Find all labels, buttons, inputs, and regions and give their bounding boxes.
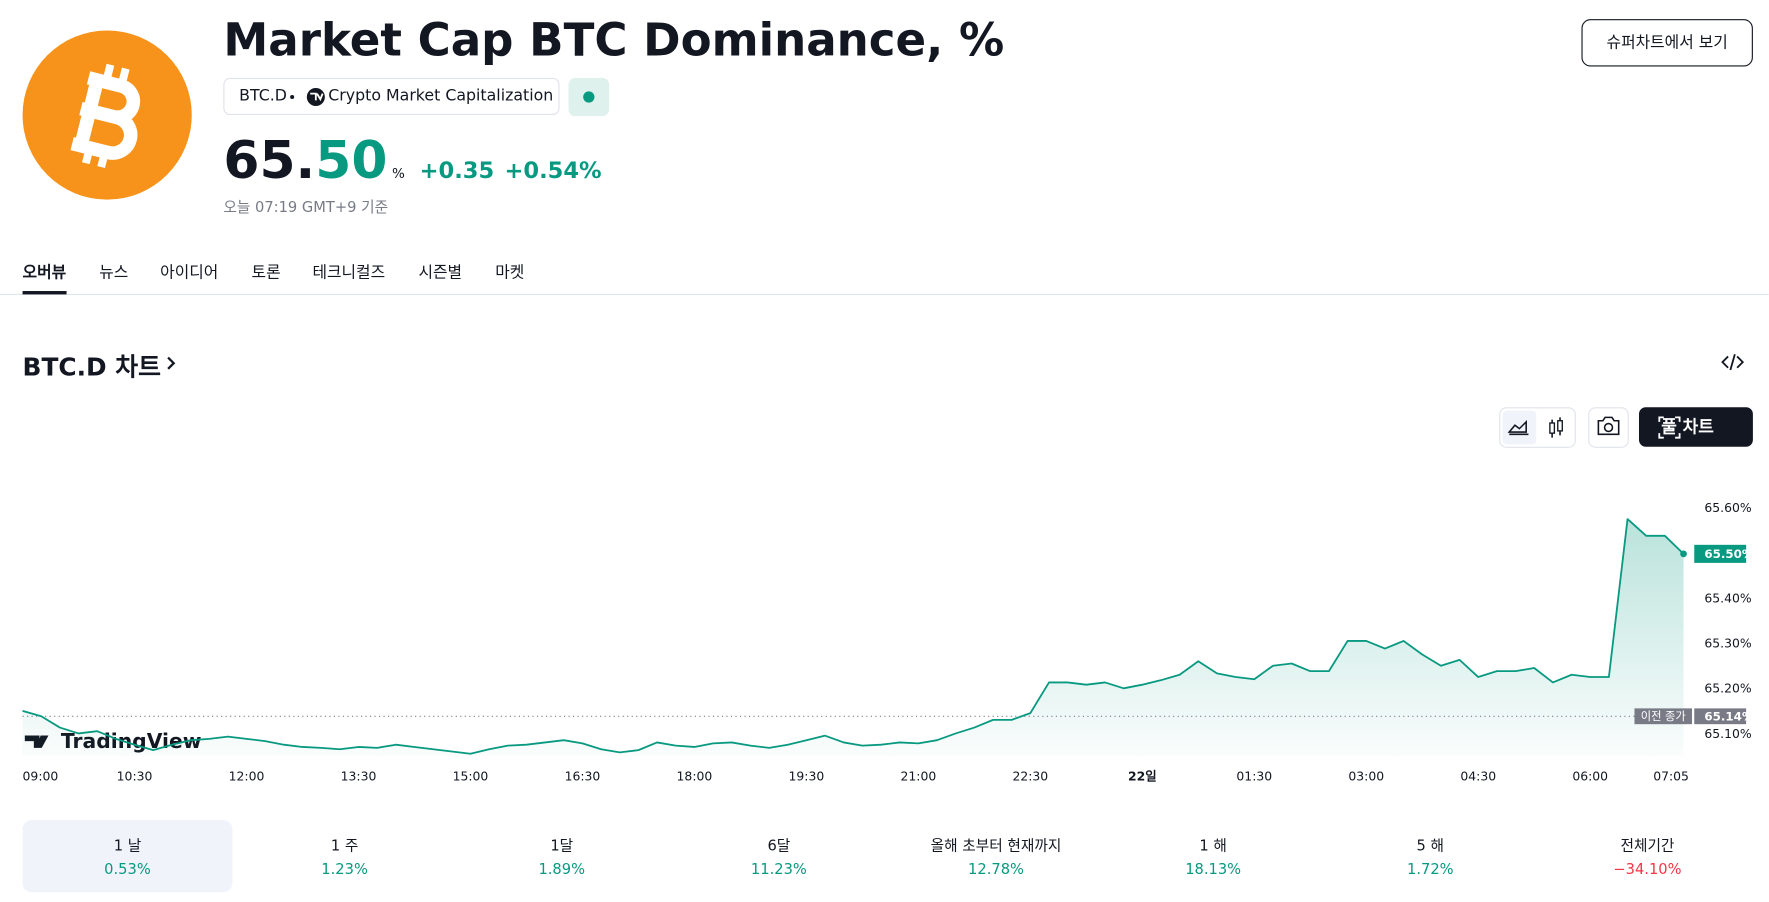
previous-close-label: 65.14% (1704, 709, 1753, 723)
x-tick-label: 07:05 (1653, 769, 1689, 784)
candle-body (1549, 422, 1556, 434)
tab[interactable]: 시즌별 (418, 263, 463, 282)
x-tick-label: 16:30 (565, 769, 601, 784)
period-value: 18.13% (1185, 861, 1242, 879)
tab[interactable]: 뉴스 (99, 263, 129, 282)
last-point (1680, 550, 1687, 558)
period[interactable]: 5 해 1.72% (1325, 820, 1535, 892)
supercharts-button[interactable]: 슈퍼차트에서 보기 (1581, 19, 1753, 67)
symbol-chip[interactable] (223, 77, 560, 116)
period[interactable]: 전체기간 −34.10% (1543, 820, 1753, 892)
x-tick-label: 19:30 (789, 769, 825, 784)
separator-dot (290, 94, 295, 100)
x-tick-label: 09:00 (23, 769, 59, 784)
period-value: 1.89% (538, 861, 586, 879)
price-unit: % (391, 165, 405, 182)
x-tick-label: 21:00 (901, 769, 937, 784)
candle-body (1557, 420, 1563, 432)
tab[interactable]: 토론 (251, 263, 281, 282)
y-tick-label: 65.10% (1704, 726, 1751, 741)
period-value: 1.72% (1407, 861, 1454, 879)
fullscreen-icon (1658, 416, 1681, 439)
period-label: 1 주 (330, 838, 359, 856)
period[interactable]: 1달 1.89% (457, 820, 667, 892)
update-time: 오늘 07:19 GMT+9 기준 (223, 199, 389, 217)
period-label: 1 날 (113, 838, 142, 856)
change: +0.35 (419, 156, 495, 184)
chevron (167, 356, 176, 370)
full-chart-button[interactable] (1638, 407, 1753, 447)
tab[interactable]: 마켓 (495, 263, 525, 282)
x-tick-label: 06:00 (1572, 769, 1608, 784)
tab[interactable]: 아이디어 (160, 263, 219, 282)
price-highlight: 50 (315, 129, 388, 191)
snapshot-button[interactable] (1588, 407, 1629, 448)
area-style-button[interactable] (1502, 410, 1537, 445)
x-tick-label: 01:30 (1236, 769, 1272, 784)
x-tick-label: 12:00 (229, 769, 265, 784)
tab[interactable]: 테크니컬즈 (312, 263, 386, 282)
x-tick-label: 22:30 (1012, 769, 1048, 784)
period-label: 6달 (767, 838, 791, 856)
period-value: 12.78% (968, 861, 1024, 879)
period-value: 0.53% (104, 861, 151, 879)
period[interactable]: 6달 11.23% (674, 820, 884, 892)
y-tick-label: 65.30% (1704, 636, 1751, 651)
source: Crypto Market Capitalization (328, 86, 554, 105)
live-dot (583, 91, 595, 103)
y-tick-label: 65.40% (1704, 590, 1751, 605)
period-value: 1.23% (321, 861, 368, 879)
x-tick-label: 15:00 (453, 769, 489, 784)
x-tick-label: 13:30 (341, 769, 377, 784)
camera-icon (1597, 416, 1620, 436)
price-main: 65. (223, 129, 316, 191)
area-style-icon (1507, 419, 1529, 436)
last-value-box (1694, 544, 1747, 563)
previous-close-name: 이전 종가 (1641, 710, 1686, 723)
area-fill (22, 519, 1684, 756)
source-icon-mark (310, 92, 324, 102)
period-label: 전체기간 (1620, 838, 1675, 856)
previous-close-name-box (1634, 708, 1692, 725)
x-tick-label: 18:00 (677, 769, 713, 784)
period[interactable]: 1 해 18.13% (1108, 820, 1318, 892)
period-label: 1 해 (1199, 838, 1227, 856)
previous-close-box (1694, 708, 1747, 725)
change-pct: +0.54% (504, 156, 602, 184)
embed-icon[interactable] (1721, 353, 1745, 371)
y-tick-label: 65.20% (1704, 681, 1751, 696)
x-tick-label: 03:00 (1348, 769, 1384, 784)
period[interactable]: 1 날 0.53% (22, 820, 233, 893)
price-row: 65.50% +0.35 +0.54% (223, 129, 601, 206)
title: Market Cap BTC Dominance, % (223, 14, 1005, 67)
tab[interactable]: 오버뷰 (22, 263, 67, 282)
full-chart-label[interactable]: 풀 차트 (1661, 417, 1714, 437)
period-value: −34.10% (1613, 861, 1682, 879)
active-tab-underline (22, 291, 67, 295)
period-label: 5 해 (1416, 838, 1445, 856)
section-title[interactable]: BTC.D 차트 (22, 354, 161, 383)
last-value-label: 65.50% (1704, 547, 1753, 561)
x-tick-label: 22일 (1128, 769, 1157, 784)
symbol: BTC.D (239, 86, 287, 105)
period-value: 11.23% (750, 861, 807, 879)
period[interactable]: 1 주 1.23% (240, 820, 450, 892)
camera-lens (1603, 422, 1614, 433)
line (22, 518, 1685, 755)
period-label: 1달 (550, 838, 574, 856)
x-tick-label: 04:30 (1460, 769, 1496, 784)
period-label: 올해 초부터 현재까지 (930, 838, 1062, 856)
x-tick-label: 10:30 (117, 769, 153, 784)
period[interactable]: 올해 초부터 현재까지 12.78% (891, 820, 1101, 892)
y-tick-label: 65.60% (1704, 500, 1751, 515)
